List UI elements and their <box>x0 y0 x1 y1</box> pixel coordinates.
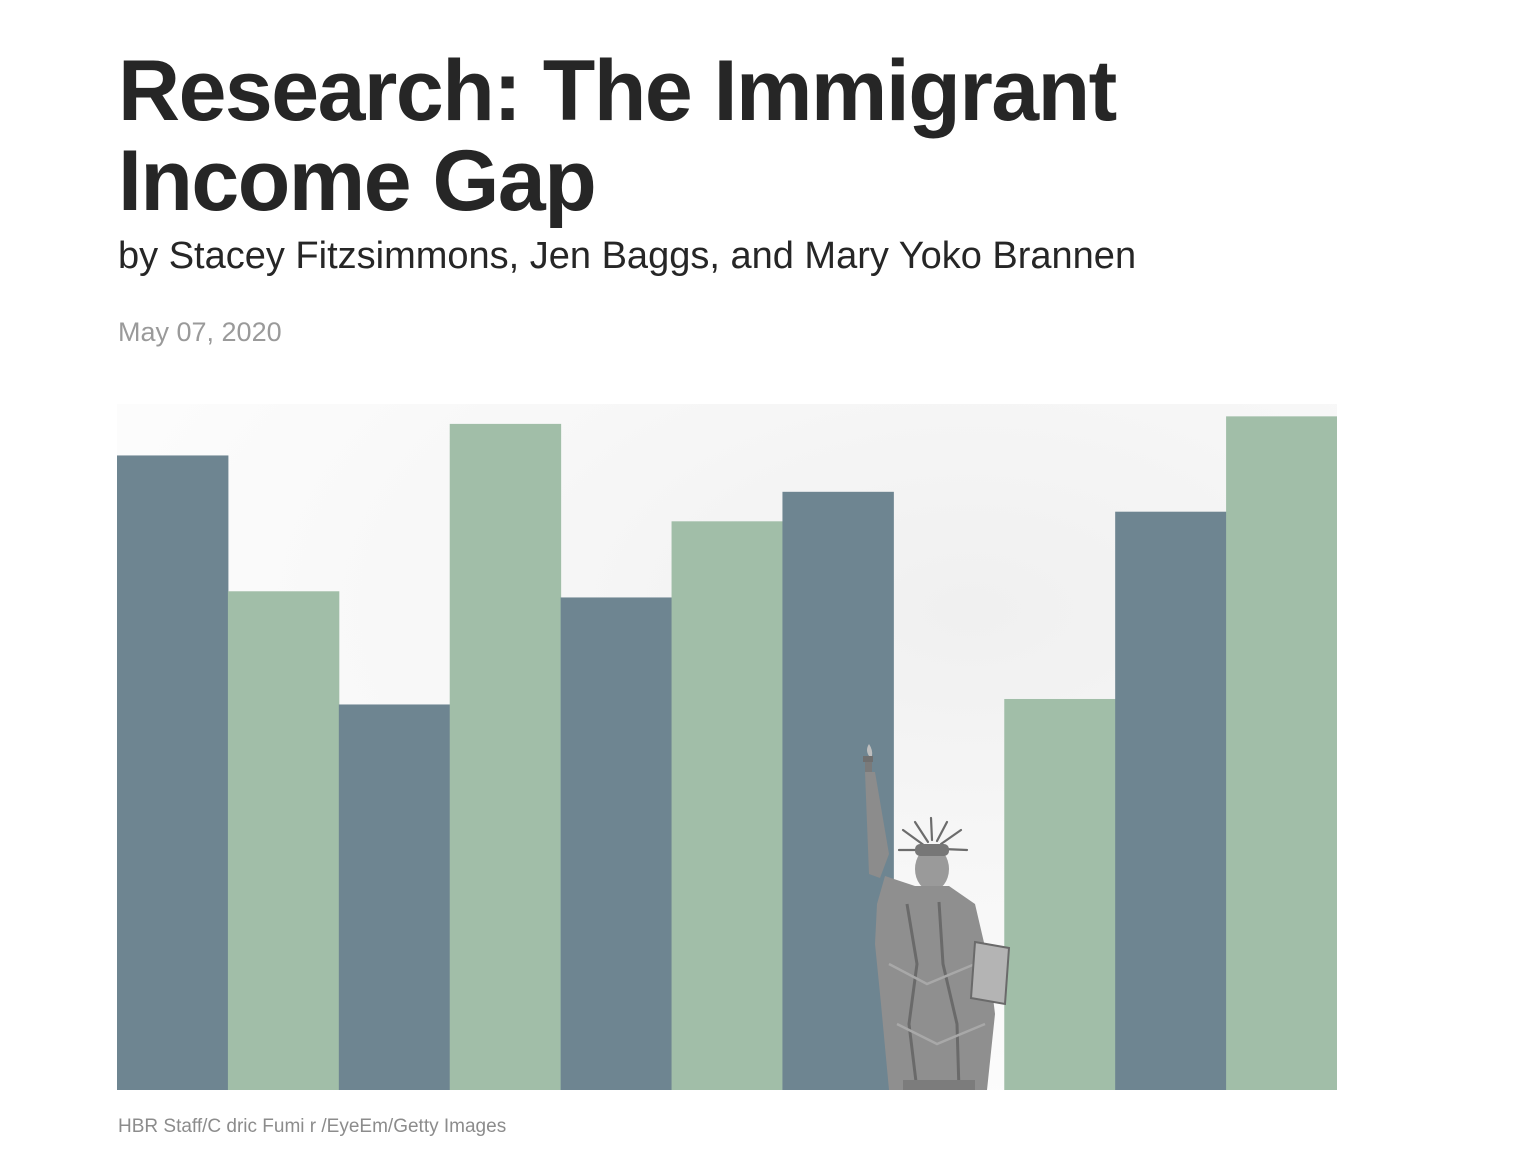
hero-bar <box>117 455 229 1090</box>
hero-bar <box>1004 698 1116 1090</box>
hero-bar-illustration <box>117 416 1337 1090</box>
hero-bar <box>227 591 340 1090</box>
hero-bar <box>1115 511 1227 1090</box>
hero-bar <box>671 521 783 1090</box>
hero-bar <box>338 704 451 1090</box>
hero-image <box>117 404 1337 1090</box>
publish-date: May 07, 2020 <box>118 317 282 347</box>
image-credit: HBR Staff/C dric Fumi r /EyeEm/Getty Ima… <box>118 1116 507 1137</box>
bars-group <box>117 416 1337 1090</box>
hero-bar <box>1226 416 1337 1090</box>
article-title: Research: The Immigrant Income Gap <box>118 43 1117 229</box>
article-byline[interactable]: by Stacey Fitzsimmons, Jen Baggs, and Ma… <box>118 235 1137 277</box>
statue-of-liberty-icon <box>863 744 1011 1090</box>
hero-bar <box>449 423 562 1090</box>
hero-bar <box>560 597 673 1090</box>
article-header: Research: The Immigrant Income Gap <box>118 46 1358 226</box>
